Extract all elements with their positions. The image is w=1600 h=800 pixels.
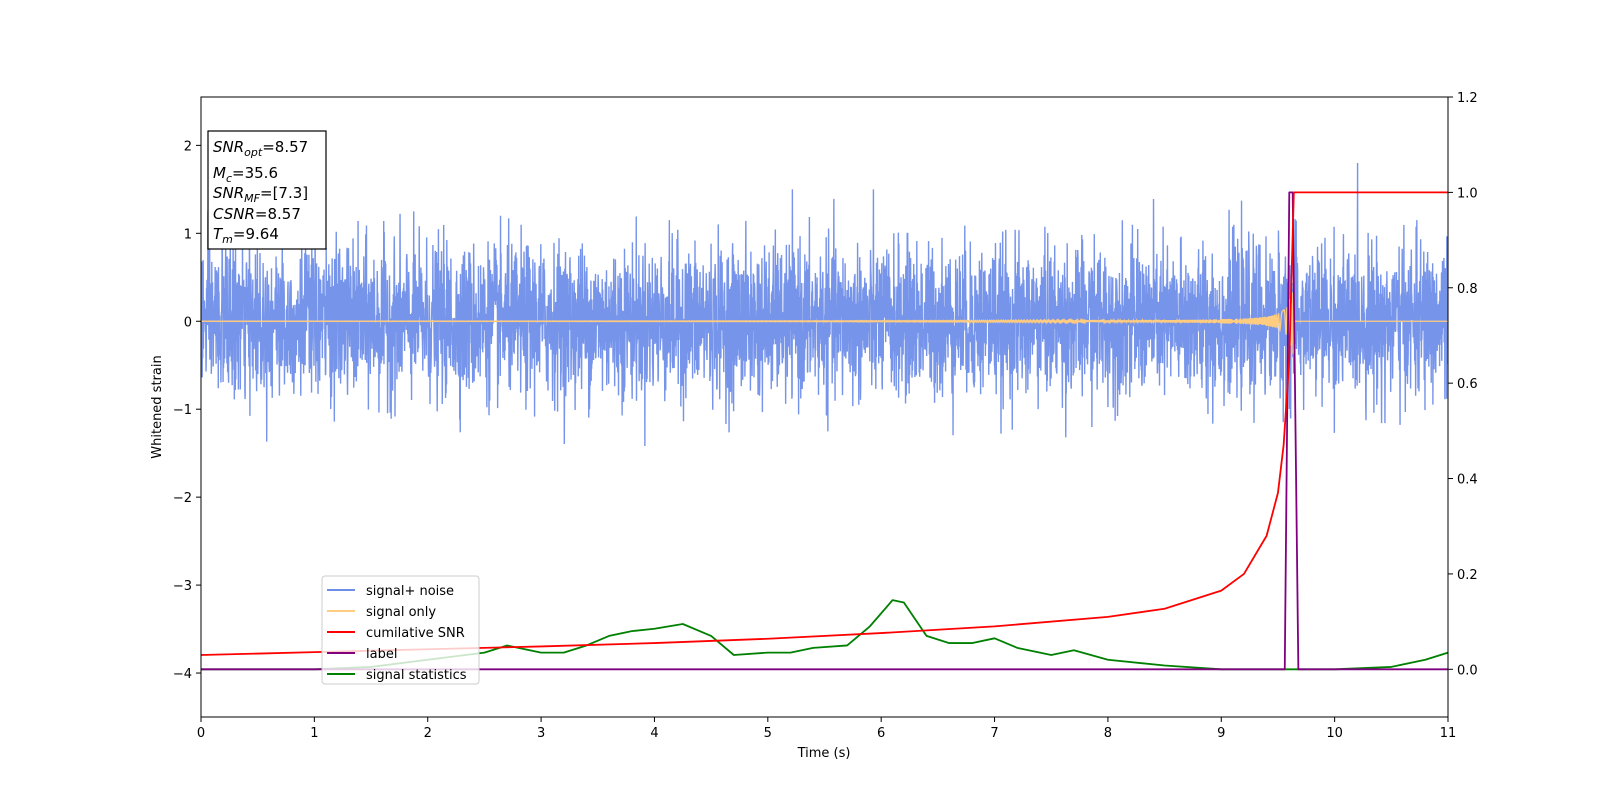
series-label (201, 191, 1448, 671)
x-tick-label: 5 (764, 726, 772, 741)
series-layer (201, 163, 1448, 671)
x-tick-label: 1 (310, 726, 318, 741)
x-tick-label: 8 (1104, 726, 1112, 741)
legend: signal+ noise signal only cumilative SNR la… (321, 575, 480, 685)
x-tick-label: 11 (1440, 726, 1457, 741)
x-tick-label: 6 (877, 726, 885, 741)
y-axis-title: Whitened strain (150, 355, 165, 458)
y-right-tick-label: 0.6 (1457, 377, 1478, 392)
series-cumulative-snr (201, 191, 1448, 656)
x-tick-label: 7 (990, 726, 998, 741)
x-tick-label: 4 (650, 726, 658, 741)
y-right-tick-label: 0.2 (1457, 568, 1478, 583)
legend-frame (321, 575, 480, 685)
legend-label: label (366, 647, 397, 662)
x-tick-label: 9 (1217, 726, 1225, 741)
y-left-tick-label: 1 (184, 227, 192, 242)
y-right-tick-label: 1.2 (1457, 91, 1478, 106)
plot-frame (200, 96, 1449, 718)
y-right-tick-label: 0.0 (1457, 663, 1478, 678)
y-axis-left-ticks: −4 −3 −2 −1 0 1 2 (173, 139, 201, 682)
info-csnr: CSNR=8.57 (213, 205, 301, 223)
y-right-tick-label: 0.8 (1457, 282, 1478, 297)
legend-label: cumilative SNR (366, 626, 465, 641)
info-box-frame (207, 130, 327, 250)
y-left-tick-label: −4 (173, 667, 192, 682)
x-tick-label: 2 (424, 726, 432, 741)
x-tick-label: 3 (537, 726, 545, 741)
y-left-tick-label: −3 (173, 579, 192, 594)
x-axis-ticks: 0 1 2 3 4 5 6 7 8 9 10 11 (197, 717, 1456, 741)
info-tm: Tm=9.64 (213, 225, 279, 246)
info-box: SNRopt=8.57 Mc=35.6 SNRMF=[7.3] CSNR=8.5… (207, 130, 327, 250)
y-right-tick-label: 1.0 (1457, 186, 1478, 201)
series-signal-noise (201, 163, 1448, 447)
x-axis-title: Time (s) (797, 746, 851, 761)
y-axis-right-ticks: 0.0 0.2 0.4 0.6 0.8 1.0 1.2 (1448, 91, 1478, 678)
y-right-tick-label: 0.4 (1457, 473, 1478, 488)
y-left-tick-label: −1 (173, 403, 192, 418)
info-snr-opt: SNRopt=8.57 (213, 138, 308, 159)
x-tick-label: 0 (197, 726, 205, 741)
legend-label: signal statistics (366, 668, 467, 683)
series-signal-only (201, 292, 1448, 354)
legend-label: signal only (366, 605, 436, 620)
info-mc: Mc=35.6 (213, 164, 278, 185)
y-left-tick-label: −2 (173, 491, 192, 506)
legend-items: signal+ noise signal only cumilative SNR la… (327, 584, 467, 683)
x-tick-label: 10 (1326, 726, 1343, 741)
y-left-tick-label: 0 (184, 315, 192, 330)
y-left-tick-label: 2 (184, 139, 192, 154)
info-snr-mf: SNRMF=[7.3] (213, 184, 308, 205)
legend-label: signal+ noise (366, 584, 454, 599)
